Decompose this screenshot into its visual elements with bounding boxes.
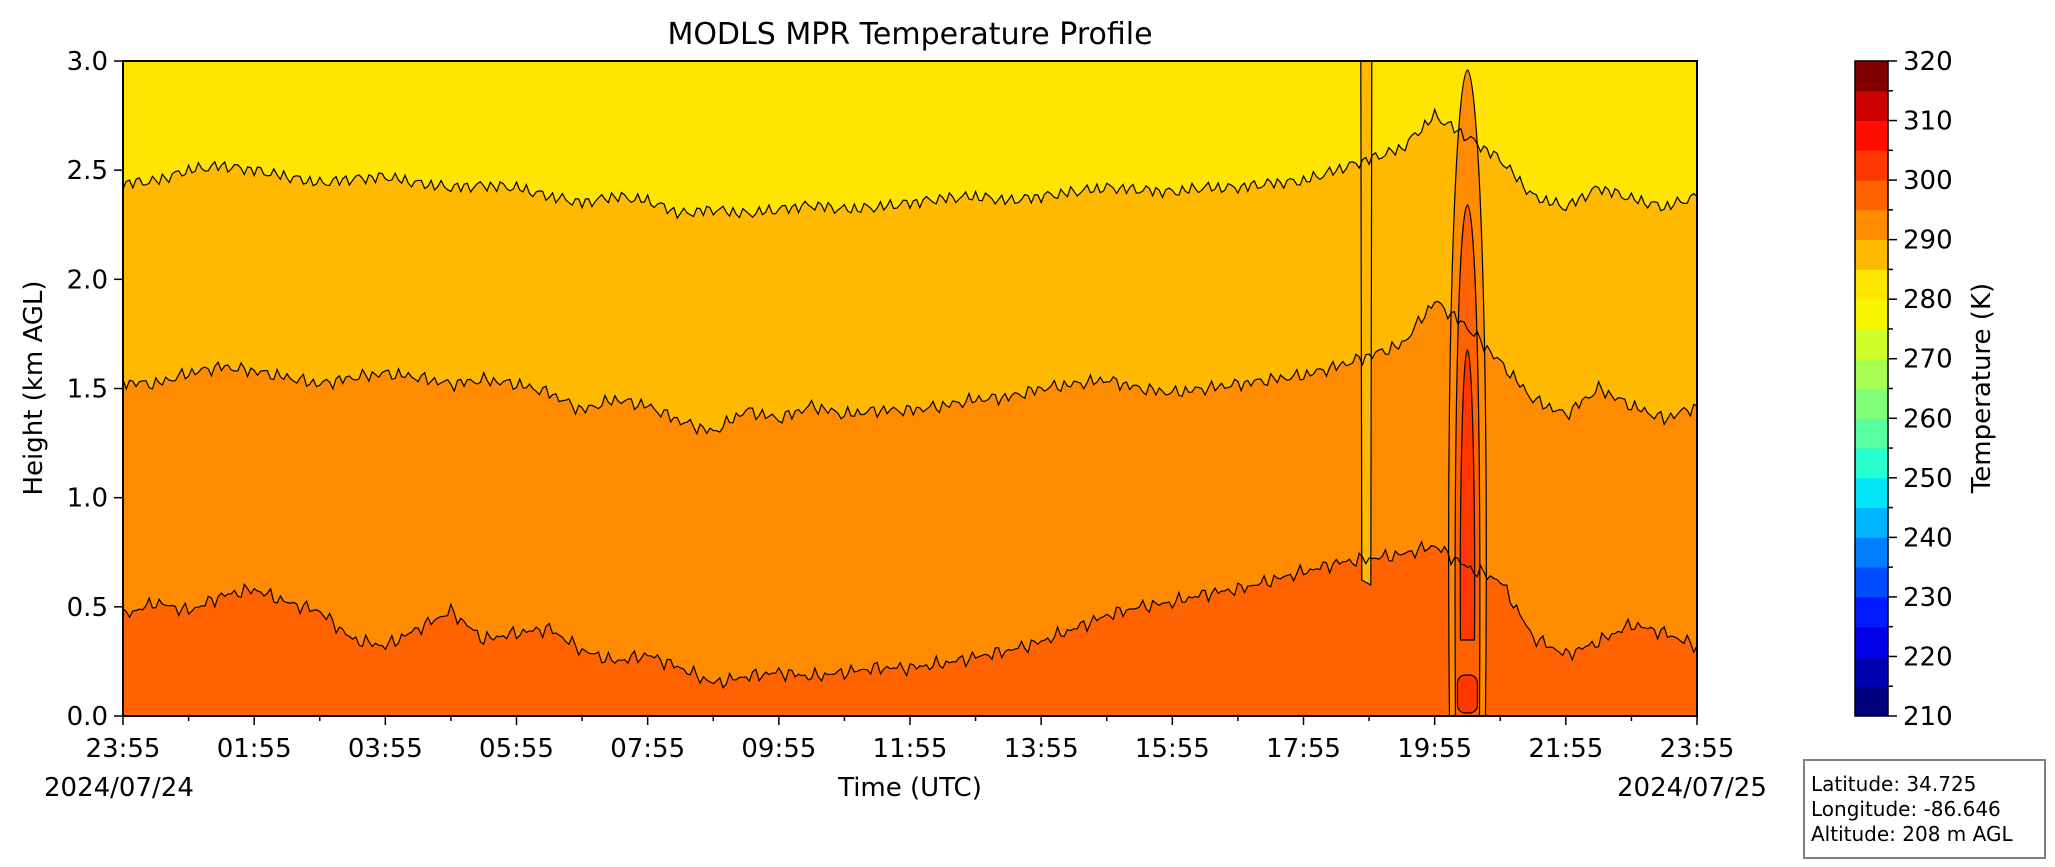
y-tick-label: 3.0 (67, 47, 108, 77)
colorbar-segment (1855, 537, 1888, 568)
info-latitude: Latitude: 34.725 (1811, 772, 1976, 796)
y-tick-label: 2.0 (67, 265, 108, 295)
colorbar-tick-label: 270 (1903, 345, 1953, 375)
band-300-305 (123, 541, 1697, 716)
colorbar-segment (1855, 328, 1888, 360)
colorbar-tick-label: 230 (1903, 583, 1953, 613)
cool-column-spike (1360, 61, 1373, 587)
contour-lines (123, 107, 1697, 689)
info-box-frame (1803, 759, 2046, 859)
colorbar-tick-label: 300 (1903, 166, 1953, 196)
colorbar-segment (1855, 507, 1888, 538)
colorbar-tick-label: 290 (1903, 226, 1953, 256)
colorbar-segment (1855, 269, 1888, 300)
colorbar-segment (1855, 656, 1888, 687)
x-tick-label: 23:55 (86, 734, 161, 764)
y-tick-label: 1.5 (67, 375, 108, 405)
x-tick-label: 09:55 (741, 734, 816, 764)
y-tick-label: 1.0 (67, 484, 108, 514)
colorbar-tick-label: 310 (1903, 107, 1953, 137)
colorbar-segment (1855, 120, 1888, 151)
colorbar-segment (1855, 358, 1888, 389)
colorbar-segment (1855, 180, 1888, 211)
x-tick-label: 17:55 (1266, 734, 1341, 764)
colorbar-tick-label: 220 (1903, 642, 1953, 672)
x-tick-label: 21:55 (1528, 734, 1603, 764)
colorbar-segment (1855, 418, 1888, 449)
plot-area (123, 61, 1697, 716)
colorbar-tick-label: 260 (1903, 404, 1953, 434)
colorbar-segment (1855, 239, 1888, 270)
info-longitude: Longitude: -86.646 (1811, 797, 2001, 821)
colorbar-segment (1855, 388, 1888, 419)
colorbar-segment (1855, 686, 1888, 717)
colorbar-segment (1855, 61, 1888, 92)
x-tick-label: 03:55 (348, 734, 423, 764)
x-tick-label: 11:55 (873, 734, 948, 764)
x-tick-label: 01:55 (217, 734, 292, 764)
x-tick-label: 19:55 (1397, 734, 1472, 764)
contour-line-295K (123, 300, 1697, 436)
x-tick-label: 15:55 (1135, 734, 1210, 764)
x-axis: 23:55 01:55 03:55 05:55 07:55 09:55 11:55 13:55… (86, 716, 1735, 764)
y-tick-label: 0.0 (67, 702, 108, 732)
start-date-label: 2024/07/24 (44, 773, 194, 803)
contour-line-290K (123, 107, 1697, 220)
y-axis: 0.0 0.5 1.0 1.5 2.0 2.5 3.0 (67, 47, 123, 732)
colorbar-label: Temperature (K) (1967, 283, 1997, 494)
colorbar-segment (1855, 626, 1888, 657)
colorbar-tick-label: 210 (1903, 702, 1953, 732)
end-date-label: 2024/07/25 (1617, 773, 1767, 803)
location-info-box: Latitude: 34.725 Longitude: -86.646 Alti… (1803, 759, 2046, 859)
x-tick-label: 07:55 (610, 734, 685, 764)
colorbar-tick-label: 320 (1903, 47, 1953, 77)
y-tick-label: 0.5 (67, 593, 108, 623)
colorbar-segment (1855, 209, 1888, 241)
colorbar-segment (1855, 90, 1888, 122)
colorbar-tick-label: 280 (1903, 285, 1953, 315)
chart-title: MODLS MPR Temperature Profile (667, 17, 1152, 52)
colorbar-segment (1855, 596, 1888, 628)
colorbar-segment (1855, 448, 1888, 479)
y-tick-label: 2.5 (67, 156, 108, 186)
colorbar-tick-label: 240 (1903, 523, 1953, 553)
colorbar: 210 220 230 240 250 260 270 280 290 300 310 320 (1854, 47, 1953, 732)
x-tick-label: 23:55 (1660, 734, 1735, 764)
colorbar-segment (1855, 150, 1888, 181)
contour-line-300K (123, 540, 1697, 689)
x-axis-label: Time (UTC) (837, 773, 982, 803)
surface-warm-blob (1456, 674, 1479, 714)
y-axis-label: Height (km AGL) (19, 280, 49, 495)
colorbar-segment (1855, 299, 1888, 330)
info-altitude: Altitude: 208 m AGL (1811, 822, 2013, 846)
x-tick-label: 05:55 (479, 734, 554, 764)
warm-column-feature (1360, 61, 1487, 716)
colorbar-segment (1855, 477, 1888, 509)
colorbar-segment (1855, 567, 1888, 598)
colorbar-tick-label: 250 (1903, 464, 1953, 494)
x-tick-label: 13:55 (1004, 734, 1079, 764)
